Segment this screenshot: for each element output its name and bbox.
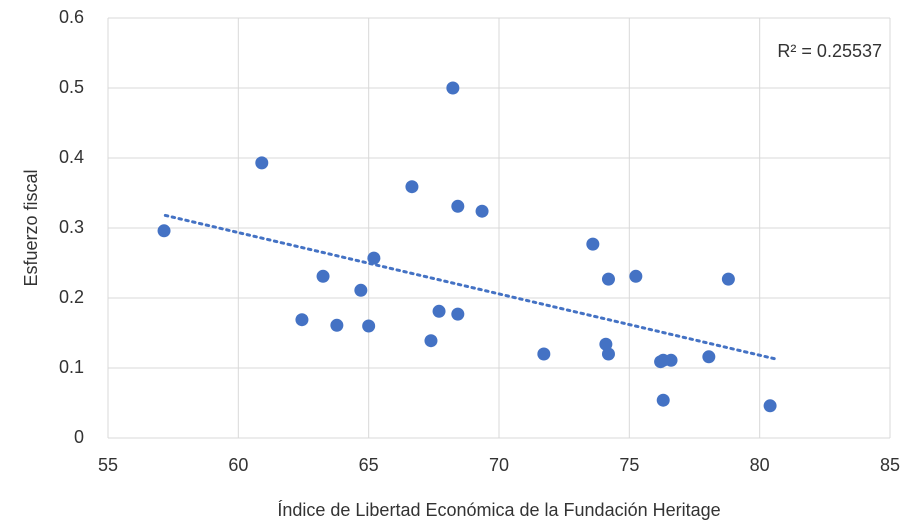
point xyxy=(721,272,735,286)
point xyxy=(601,272,615,286)
point xyxy=(702,350,716,364)
x-tick-label: 60 xyxy=(228,455,248,475)
point xyxy=(763,399,777,413)
point xyxy=(157,224,171,238)
point xyxy=(586,237,600,251)
y-tick-label: 0.4 xyxy=(59,147,84,167)
point xyxy=(432,304,446,318)
y-axis-label: Esfuerzo fiscal xyxy=(21,169,41,286)
point xyxy=(451,199,465,213)
x-tick-label: 85 xyxy=(880,455,900,475)
x-tick-label: 65 xyxy=(359,455,379,475)
x-tick-label: 55 xyxy=(98,455,118,475)
point xyxy=(295,313,309,327)
point xyxy=(451,307,465,321)
point xyxy=(629,269,643,283)
point xyxy=(316,269,330,283)
point xyxy=(424,334,438,348)
point xyxy=(664,353,678,367)
point xyxy=(656,393,670,407)
y-tick-label: 0.1 xyxy=(59,357,84,377)
point xyxy=(446,81,460,95)
x-axis-label: Índice de Libertad Económica de la Funda… xyxy=(277,500,720,520)
point xyxy=(255,156,269,170)
x-tick-label: 75 xyxy=(619,455,639,475)
y-tick-label: 0 xyxy=(74,427,84,447)
point xyxy=(405,180,419,194)
y-tick-label: 0.5 xyxy=(59,77,84,97)
point xyxy=(362,319,376,333)
point xyxy=(599,337,613,351)
x-tick-label: 80 xyxy=(750,455,770,475)
point xyxy=(354,283,368,297)
x-tick-label: 70 xyxy=(489,455,509,475)
point xyxy=(537,347,551,361)
point xyxy=(330,318,344,332)
trendline xyxy=(163,213,777,361)
r-squared: R² = 0.25537 xyxy=(777,41,882,61)
point xyxy=(601,347,615,361)
point xyxy=(367,251,381,265)
point xyxy=(475,204,489,218)
y-tick-label: 0.2 xyxy=(59,287,84,307)
y-tick-label: 0.3 xyxy=(59,217,84,237)
y-tick-label: 0.6 xyxy=(59,7,84,27)
